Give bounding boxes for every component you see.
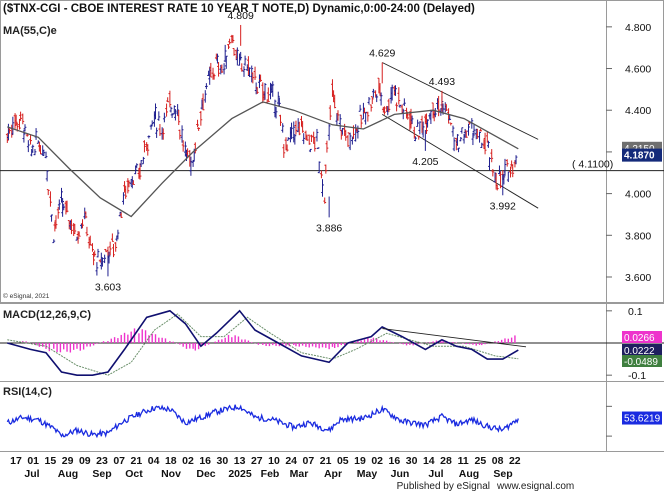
- x-tick-label-day: 25: [475, 455, 487, 467]
- macd-value-badge-label: 0.0222: [624, 346, 655, 357]
- x-tick-label-month: May: [357, 468, 378, 480]
- x-tick-label-day: 10: [268, 455, 280, 467]
- macd-signal-badge-label: -0.0489: [624, 357, 658, 368]
- price-candles: [5, 24, 518, 277]
- swing-label: 4.493: [429, 76, 455, 88]
- support-level-label: ( 4.1100): [572, 159, 613, 171]
- price-panel-frame: [0, 0, 664, 303]
- x-tick-label-day: 15: [45, 455, 57, 467]
- panel-frames: [0, 0, 664, 452]
- rsi-panel: 53.6219: [6, 404, 662, 439]
- x-tick-label-day: 09: [79, 455, 91, 467]
- swing-label: 3.603: [95, 281, 121, 293]
- x-tick-label-day: 19: [354, 455, 366, 467]
- macd-value-badge: [622, 344, 662, 356]
- rsi-line: [6, 404, 519, 439]
- x-tick-label-day: 24: [285, 455, 297, 467]
- macd-signal-badge: [622, 355, 662, 367]
- swing-label: 4.629: [369, 47, 395, 59]
- x-tick-label-month: Jul: [428, 468, 443, 480]
- macd-y-tick-label: -0.1: [628, 370, 646, 382]
- swing-label: 3.992: [490, 200, 516, 212]
- macd-panel: -0.1 0.1 0.0266 0.0222-0.0489: [0, 306, 664, 382]
- x-tick-label-day: 30: [217, 455, 229, 467]
- macd-y-tick-label: 0.1: [628, 306, 643, 318]
- x-tick-label-day: 07: [113, 455, 125, 467]
- swing-label: 4.205: [412, 156, 438, 168]
- x-tick-label-month: Aug: [58, 468, 78, 480]
- y-tick-label: 4.400: [625, 105, 651, 117]
- swing-label: 3.886: [316, 222, 342, 234]
- x-tick-label-day: 04: [148, 455, 160, 467]
- macd-line: [7, 309, 519, 376]
- x-tick-label-day: 14: [423, 455, 435, 467]
- x-tick-label-day: 18: [165, 455, 177, 467]
- x-tick-label-day: 05: [337, 455, 349, 467]
- x-tick-label-day: 23: [96, 455, 108, 467]
- x-tick-label-day: 17: [10, 455, 22, 467]
- x-tick-label-day: 08: [492, 455, 504, 467]
- x-tick-label-day: 07: [303, 455, 315, 467]
- x-tick-label-month: Apr: [324, 468, 342, 480]
- footer-url: www.esignal.com: [496, 481, 574, 492]
- x-tick-label-day: 29: [62, 455, 74, 467]
- footer-published: Published by eSignal: [397, 481, 490, 492]
- x-tick-label-month: Feb: [261, 468, 280, 480]
- channel-lower-line: [381, 114, 539, 209]
- x-tick-label-day: 02: [182, 455, 194, 467]
- x-tick-label-month: Jun: [391, 468, 410, 480]
- x-tick-label-day: 30: [406, 455, 418, 467]
- x-tick-label-month: Sep: [493, 468, 512, 480]
- x-tick-label-month: Aug: [459, 468, 479, 480]
- macd-hist-badge: [622, 331, 662, 343]
- x-tick-label-day: 28: [440, 455, 452, 467]
- x-tick-label-month: Jul: [24, 468, 39, 480]
- channel-upper-line: [382, 62, 539, 140]
- x-tick-label-day: 21: [131, 455, 143, 467]
- x-tick-label-day: 13: [234, 455, 246, 467]
- x-tick-label-month: Dec: [196, 468, 215, 480]
- macd-trendline: [382, 328, 527, 348]
- x-tick-label-month: Nov: [161, 468, 181, 480]
- rsi-title: RSI(14,C): [3, 386, 52, 398]
- y-tick-label: 4.800: [625, 22, 651, 34]
- macd-title: MACD(12,26,9,C): [3, 309, 91, 321]
- x-tick-label-day: 02: [371, 455, 383, 467]
- x-tick-label-month: Sep: [92, 468, 111, 480]
- ma-indicator-label: MA(55,C)e: [3, 25, 57, 37]
- current-price-label: 4.1870: [624, 151, 655, 162]
- chart-title: ($TNX-CGI - CBOE INTEREST RATE 10 YEAR T…: [3, 3, 475, 15]
- rsi-value-badge: [622, 411, 662, 425]
- x-tick-label-month: Oct: [125, 468, 143, 480]
- macd-signal-line: [7, 313, 519, 376]
- current-price-badge: [622, 148, 662, 162]
- x-tick-label-day: 22: [509, 455, 521, 467]
- macd-hist-badge-label: 0.0266: [624, 333, 655, 344]
- x-tick-label-month: Mar: [290, 468, 309, 480]
- swing-label: 4.809: [228, 10, 254, 22]
- copyright-label: © eSignal, 2021: [3, 292, 50, 300]
- x-tick-label-day: 27: [251, 455, 263, 467]
- y-tick-label: 3.800: [625, 230, 651, 242]
- x-tick-label-day: 16: [199, 455, 211, 467]
- y-tick-label: 4.000: [625, 189, 651, 201]
- ma-55-line: [7, 101, 519, 218]
- y-tick-label: 4.600: [625, 64, 651, 76]
- rsi-value-label: 53.6219: [624, 414, 661, 425]
- x-tick-label-day: 11: [458, 455, 469, 467]
- y-tick-label: 3.600: [625, 272, 651, 284]
- x-tick-label-day: 21: [320, 455, 332, 467]
- x-tick-label-day: 01: [27, 455, 39, 467]
- x-tick-label-month: 2025: [228, 468, 252, 480]
- x-axis: 17 01 15 29 09 23 07 21 04 18 02 16 30 13 27 10 24 07 21 05…: [10, 455, 521, 480]
- x-tick-label-day: 16: [389, 455, 401, 467]
